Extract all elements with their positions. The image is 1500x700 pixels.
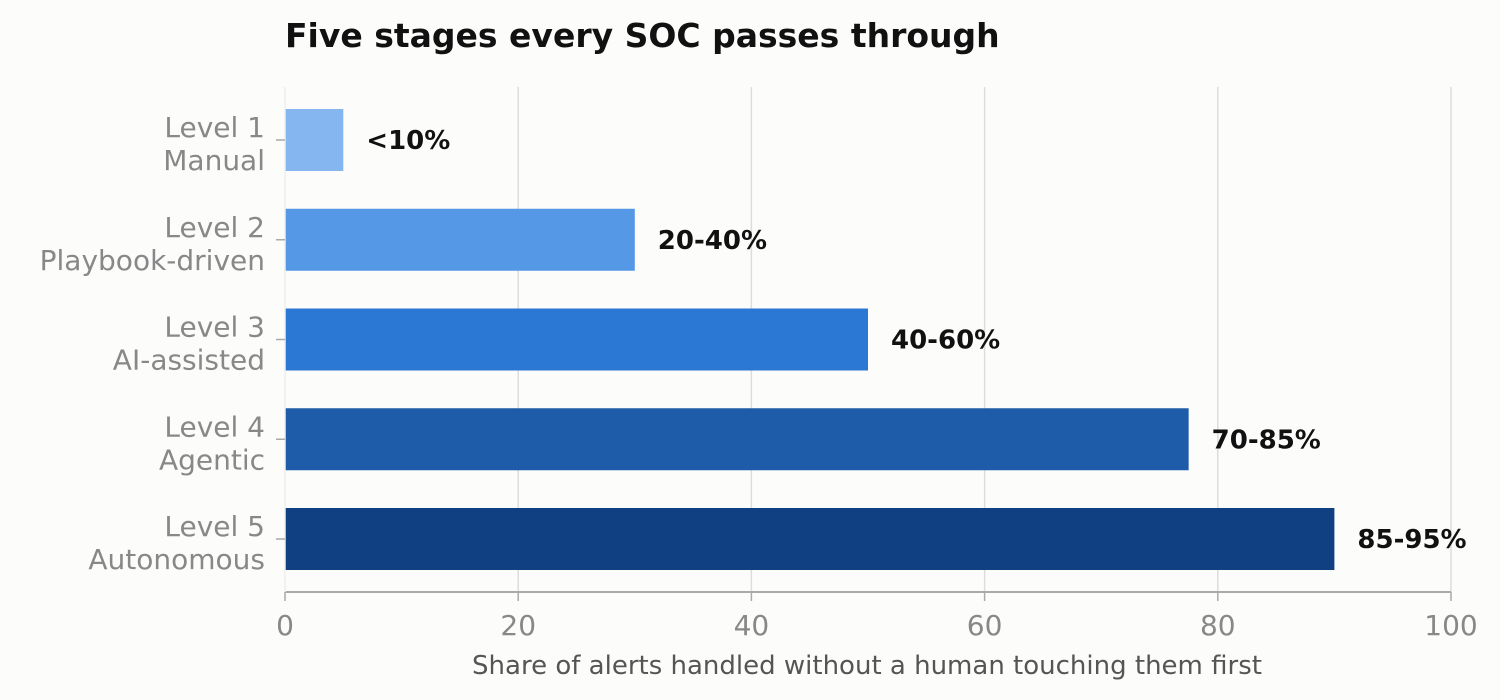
x-axis-label: Share of alerts handled without a human …	[472, 651, 1262, 681]
bar	[285, 308, 868, 371]
data-label: 40-60%	[891, 326, 1000, 356]
x-tick-label: 80	[1200, 609, 1236, 642]
category-label-stage: Autonomous	[88, 543, 265, 576]
category-label-level: Level 5	[164, 510, 265, 543]
gridlines	[517, 87, 1452, 592]
category-label-level: Level 1	[164, 111, 265, 144]
category-label-stage: Manual	[163, 144, 265, 177]
x-tick-labels: 0 20 40 60 80 100	[276, 609, 1478, 642]
bars	[285, 109, 1335, 570]
category-label-stage: AI-assisted	[113, 344, 265, 377]
data-labels: <10% 20-40% 40-60% 70-85% 85-95%	[366, 126, 1466, 555]
bar	[285, 208, 635, 271]
x-tick-label: 40	[734, 609, 770, 642]
x-tick-label: 0	[276, 609, 294, 642]
category-label-stage: Agentic	[159, 443, 265, 476]
chart-title: Five stages every SOC passes through	[285, 16, 1000, 55]
category-label-stage: Playbook-driven	[40, 244, 265, 277]
x-tick-label: 20	[500, 609, 536, 642]
category-label-level: Level 3	[164, 311, 265, 344]
data-label: 20-40%	[658, 226, 767, 256]
bar	[285, 508, 1335, 570]
bar	[285, 408, 1189, 471]
data-label: 85-95%	[1357, 525, 1466, 555]
x-tick-label: 60	[967, 609, 1003, 642]
x-tick-label: 100	[1424, 609, 1477, 642]
category-label-level: Level 2	[164, 211, 265, 244]
category-label-level: Level 4	[164, 410, 265, 443]
data-label: <10%	[366, 126, 450, 156]
bar	[285, 109, 344, 171]
data-label: 70-85%	[1212, 425, 1321, 455]
axes	[276, 87, 1452, 601]
